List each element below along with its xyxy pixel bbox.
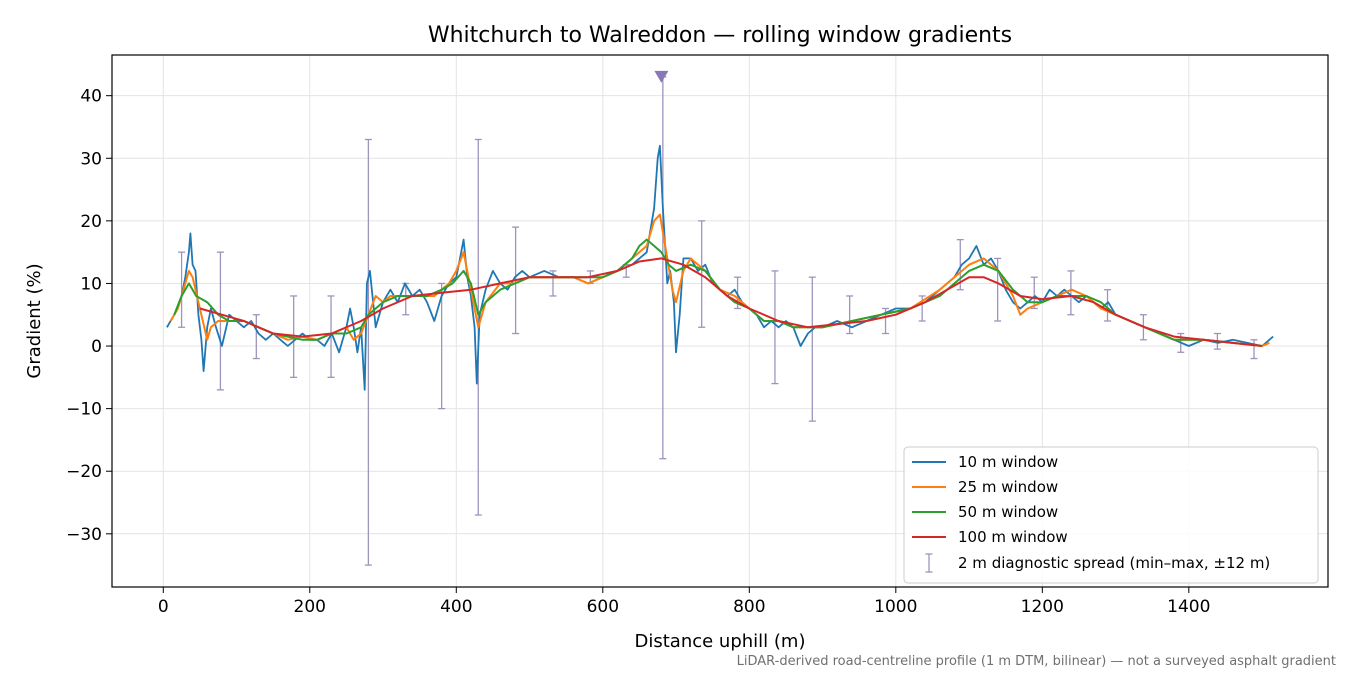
y-tick-label: −20 [66,462,102,482]
y-tick-label: 30 [80,149,102,169]
x-axis-label: Distance uphill (m) [635,631,806,652]
plot-area [166,70,1274,566]
diagnostic-errorbar [252,314,260,360]
y-tick-label: 40 [80,87,102,107]
x-axis: 0 200 400 600 800 1000 1200 1400 [158,587,1210,617]
diagnostic-errorbar [771,270,779,385]
y-tick-label: −10 [66,400,102,420]
diagnostic-errorbar [1104,289,1112,322]
legend-box [903,446,1319,584]
diagnostic-errorbar [1067,270,1075,316]
diagnostic-errorbar [1030,276,1038,310]
y-axis: −30 −20 −10 0 10 20 30 40 [66,87,112,545]
legend-label-50m: 50 m window [958,503,1058,521]
x-tick-label: 1000 [874,597,917,617]
legend-swatch-diagnostic [925,553,933,573]
x-tick-label: 1400 [1167,597,1210,617]
chart-title: Whitchurch to Walreddon — rolling window… [428,23,1012,48]
footnote: LiDAR-derived road-centreline profile (1… [737,654,1336,669]
legend-label-100m: 100 m window [958,528,1068,546]
diagnostic-errorbar [438,282,446,410]
legend-label-25m: 25 m window [958,478,1058,496]
diagnostic-errorbar [1250,339,1258,360]
plot-frame [111,54,1329,588]
y-tick-label: 10 [80,274,102,294]
legend-label-diagnostic: 2 m diagnostic spread (min–max, ±12 m) [958,554,1270,572]
x-tick-label: 800 [733,597,765,617]
legend-label-10m: 10 m window [958,453,1058,471]
series-line-w100 [199,257,1263,347]
x-tick-label: 200 [294,597,326,617]
legend: 10 m window 25 m window 50 m window 100 … [903,446,1319,584]
clipped-marker-triangle [654,70,669,83]
series-line-w50 [173,238,1263,347]
y-tick-label: 20 [80,212,102,232]
y-tick-label: −30 [66,525,102,545]
x-tick-label: 0 [158,597,169,617]
y-tick-label: 0 [91,337,102,357]
diagnostic-errorbar [327,295,335,378]
diagnostic-errorbar [808,276,816,422]
y-axis-label: Gradient (%) [24,263,45,378]
diagnostic-errorbar [364,138,372,566]
x-tick-label: 400 [440,597,472,617]
x-tick-label: 1200 [1021,597,1064,617]
x-tick-label: 600 [587,597,619,617]
diagnostic-errorbar [178,251,186,328]
